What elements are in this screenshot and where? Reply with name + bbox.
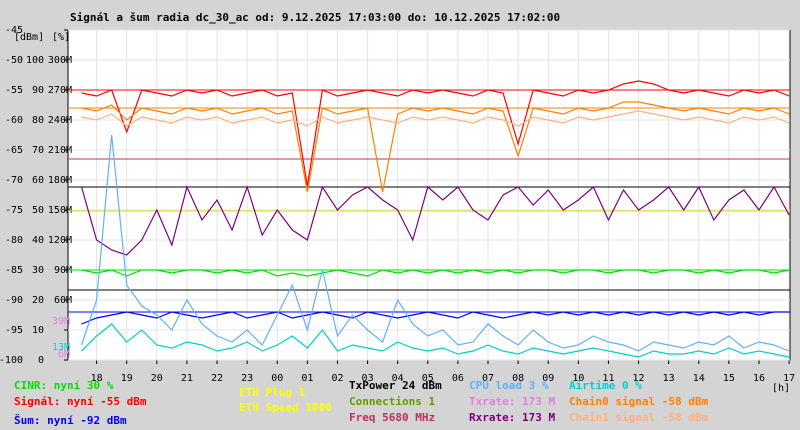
x-tick-label: 02 (331, 373, 343, 384)
y-tick-label: -100 (0, 355, 23, 366)
legend-entry: Chain0 signal -58 dBm (569, 395, 708, 408)
legend-entry: ETH Speed 1000 (239, 401, 332, 414)
legend-entry: Rxrate: 173 M (469, 411, 555, 424)
x-axis-label: [h] (772, 383, 790, 394)
y2-tick-label: 40 (32, 235, 44, 246)
x-tick-label: 14 (693, 373, 705, 384)
y-tick-label: -60 (5, 115, 23, 126)
legend-entry: Txrate: 173 M (469, 395, 555, 408)
legend-entry: Chain1 signal -58 dBm (569, 411, 708, 424)
y3-tick-label: 90M (54, 265, 72, 276)
x-tick-label: 20 (151, 373, 163, 384)
y2-tick-label: 20 (32, 295, 44, 306)
y2-tick-label: 90 (32, 85, 44, 96)
series-line (80, 134, 790, 352)
x-tick-label: 11 (602, 373, 614, 384)
y2-tick-label: 50 (32, 205, 44, 216)
y2-tick-label: 60 (32, 175, 44, 186)
x-tick-label: 22 (211, 373, 223, 384)
y-tick-label: -65 (5, 145, 23, 156)
y-tick-label: -95 (5, 325, 23, 336)
y2-tick-label: 80 (32, 115, 44, 126)
y3-tick-label: 150M (48, 205, 72, 216)
y-tick-label: -55 (5, 85, 23, 96)
y2-tick-label: 30 (32, 265, 44, 276)
y2-tick-label: 10 (32, 325, 44, 336)
y-tick-label: -50 (5, 55, 23, 66)
legend-entry: CINR: nyní 30 % (14, 379, 114, 392)
y-tick-label: -85 (5, 265, 23, 276)
legend-entry: CPU load 3 % (469, 379, 549, 392)
y2-tick-label: 0 (38, 355, 44, 366)
x-tick-label: 01 (301, 373, 313, 384)
y3-tick-label: 180M (48, 175, 72, 186)
legend-entry: TxPower 24 dBm (349, 379, 442, 392)
plot-area (67, 29, 791, 361)
y2-axis-label: [%] (52, 32, 70, 43)
x-tick-label: 08 (512, 373, 524, 384)
y2-tick-label: 100 (26, 55, 44, 66)
x-tick-label: 12 (633, 373, 645, 384)
y2-tick-label: 70 (32, 145, 44, 156)
annotation: 39M (52, 316, 70, 327)
x-tick-label: 21 (181, 373, 193, 384)
series-line (81, 323, 790, 358)
y-tick-label: -70 (5, 175, 23, 186)
y3-tick-label: 240M (48, 115, 72, 126)
x-tick-label: 16 (753, 373, 765, 384)
y-tick-label: -75 (5, 205, 23, 216)
x-tick-label: 00 (271, 373, 283, 384)
y-axis-label: [dBm] (14, 32, 44, 43)
series-line (81, 269, 790, 277)
y3-tick-label: 300M (48, 55, 72, 66)
legend-entry: Šum: nyní -92 dBm (14, 414, 127, 427)
legend-entry: Airtime 0 % (569, 379, 642, 392)
x-tick-label: 06 (452, 373, 464, 384)
x-tick-label: 15 (723, 373, 735, 384)
x-tick-label: 05 (422, 373, 434, 384)
y-tick-label: -45 (5, 25, 23, 36)
x-tick-label: 09 (542, 373, 554, 384)
x-tick-label: 23 (241, 373, 253, 384)
x-tick-label: 07 (482, 373, 494, 384)
y-tick-label: -80 (5, 235, 23, 246)
x-tick-label: 10 (572, 373, 584, 384)
y3-tick-label: 60M (54, 295, 72, 306)
legend-entry: Freq 5680 MHz (349, 411, 435, 424)
x-tick-label: 04 (392, 373, 404, 384)
y3-tick-label: 210M (48, 145, 72, 156)
series-line (80, 185, 790, 256)
series-line (81, 101, 790, 193)
annotation: 6M (58, 349, 70, 360)
legend-entry: Signál: nyní -55 dBm (14, 395, 147, 408)
series-line (81, 80, 790, 187)
x-tick-label: 13 (663, 373, 675, 384)
series-line (81, 110, 790, 127)
legend-entry: Connections 1 (349, 395, 435, 408)
x-tick-label: 18 (91, 373, 103, 384)
legend-entry: ETH Plug 1 (239, 386, 306, 399)
y3-tick-label: 120M (48, 235, 72, 246)
series-line (81, 311, 790, 325)
x-tick-label: 03 (362, 373, 374, 384)
y-tick-label: -90 (5, 295, 23, 306)
y3-tick-label: 270M (48, 85, 72, 96)
chart-title: Signál a šum radia dc_30_ac od: 9.12.202… (70, 11, 560, 24)
x-tick-label: 19 (121, 373, 133, 384)
x-tick-label: 17 (783, 373, 795, 384)
annotation: 13M (52, 342, 70, 353)
